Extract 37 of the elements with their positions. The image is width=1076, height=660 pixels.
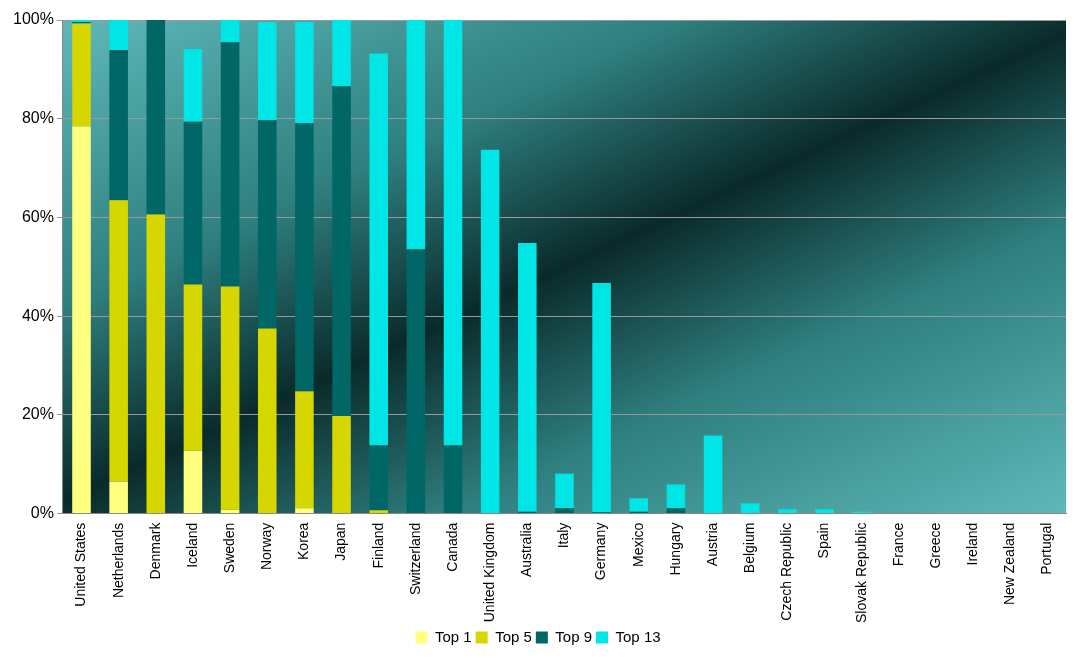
y-tick-label: 80%	[21, 109, 54, 127]
x-tick-label: Netherlands	[109, 522, 126, 599]
x-tick-label: Austria	[703, 522, 720, 567]
legend-label: Top 9	[555, 627, 593, 645]
x-tick-label: United Kingdom	[481, 522, 498, 623]
y-tick-label: 0%	[30, 504, 54, 522]
legend-label: Top 1	[434, 627, 472, 645]
x-tick-label: Czech Republic	[778, 522, 795, 621]
y-tick-label: 100%	[13, 10, 54, 28]
x-tick-label: Greece	[926, 522, 943, 569]
x-tick-label: Italy	[555, 522, 572, 549]
y-tick-label: 60%	[21, 207, 54, 225]
x-tick-label: Norway	[258, 522, 275, 571]
x-tick-label: Belgium	[741, 522, 758, 574]
x-tick-label: Slovak Republic	[852, 522, 869, 623]
x-tick-label: Ireland	[963, 522, 980, 566]
x-tick-label: Korea	[295, 522, 312, 560]
legend-label: Top 13	[615, 627, 661, 645]
x-tick-label: Canada	[443, 522, 460, 572]
y-tick-label: 40%	[21, 306, 54, 324]
x-tick-label: Hungary	[666, 522, 683, 576]
x-tick-label: New Zealand	[1001, 522, 1018, 606]
x-tick-label: Japan	[332, 522, 349, 561]
x-tick-label: Spain	[815, 522, 832, 559]
x-tick-label: Australia	[518, 522, 535, 578]
x-tick-label: France	[889, 522, 906, 567]
x-tick-label: Portugal	[1038, 522, 1055, 575]
x-tick-label: Iceland	[183, 522, 200, 568]
x-tick-label: Germany	[592, 522, 609, 581]
x-tick-label: Switzerland	[406, 522, 423, 595]
x-tick-label: Finland	[369, 522, 386, 569]
x-tick-label: Denmark	[146, 521, 163, 580]
x-tick-label: United States	[72, 522, 89, 607]
y-tick-label: 20%	[21, 405, 54, 423]
legend-label: Top 5	[495, 627, 532, 645]
x-tick-label: Sweden	[220, 522, 237, 574]
x-tick-label: Mexico	[629, 522, 646, 567]
